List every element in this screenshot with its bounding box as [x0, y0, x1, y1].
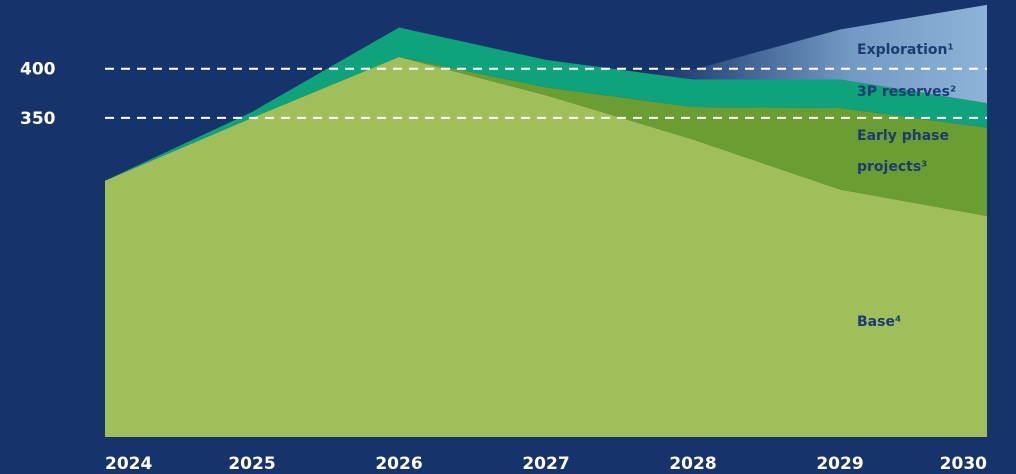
label-line: Early phase — [857, 128, 949, 144]
area — [105, 56, 987, 437]
area — [105, 56, 987, 217]
series-label: 3P reserves² — [857, 84, 956, 100]
x-tick-label: 2029 — [816, 454, 863, 474]
x-tick-label: 2027 — [522, 454, 569, 474]
area — [105, 4, 987, 181]
series-label: Early phase projects³ — [857, 128, 949, 175]
y-tick-label: 350 — [20, 109, 56, 129]
series-label: Base⁴ — [857, 314, 901, 330]
series-label: Exploration¹ — [857, 42, 954, 58]
label-line: projects³ — [857, 159, 927, 175]
y-tick-label: 400 — [20, 60, 56, 80]
x-tick-label: 2026 — [375, 454, 422, 474]
x-tick-label: 2030 — [940, 454, 987, 474]
x-tick-label: 2028 — [669, 454, 716, 474]
x-tick-label: 2025 — [228, 454, 275, 474]
x-tick-label: 2024 — [105, 454, 152, 474]
area — [105, 27, 987, 181]
